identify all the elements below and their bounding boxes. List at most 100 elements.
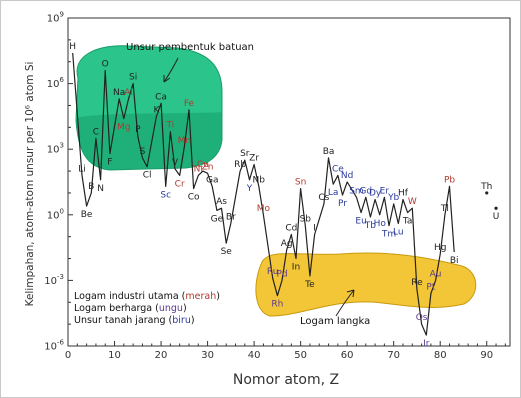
label-ho: Ho (374, 219, 387, 229)
label-bi: Bi (450, 256, 459, 266)
label-gd: Gd (359, 186, 372, 196)
label-ga: Ga (206, 175, 219, 185)
rock-forming-arrow (163, 57, 179, 83)
label-br: Br (226, 213, 236, 223)
x-tick-label: 90 (480, 350, 493, 361)
label-s: S (140, 147, 146, 157)
label-na: Na (113, 88, 125, 98)
label-k: K (153, 105, 160, 115)
y-tick-label: 100 (47, 207, 64, 221)
label-os: Os (416, 313, 428, 323)
label-y: Y (246, 184, 253, 194)
label-lu: Lu (393, 228, 404, 238)
label-tm: Tm (381, 230, 396, 240)
label-mg: Mg (117, 123, 130, 133)
label-o: O (102, 59, 109, 69)
label-zr: Zr (249, 154, 259, 164)
rare-metals-annotation: Logam langka (300, 316, 370, 327)
label-ta: Ta (402, 217, 413, 227)
legend-item: Logam berharga (ungu) (74, 303, 187, 314)
label-sc: Sc (160, 190, 171, 200)
label-la: La (328, 188, 339, 198)
label-be: Be (81, 210, 93, 220)
x-tick-label: 10 (108, 350, 121, 361)
label-cu: Cu (197, 160, 209, 170)
label-co: Co (188, 193, 200, 203)
label-yb: Yb (387, 193, 399, 203)
label-ag: Ag (281, 239, 293, 249)
label-ca: Ca (155, 92, 167, 102)
abundance-series (72, 52, 498, 336)
rare-metals-arrow (335, 289, 355, 317)
label-n: N (97, 184, 104, 194)
label-rh: Rh (271, 300, 283, 310)
label-in: In (292, 263, 300, 273)
point-u (494, 206, 498, 210)
x-tick-label: 40 (248, 350, 261, 361)
x-tick-label: 30 (201, 350, 214, 361)
y-tick-label: 10-6 (44, 339, 64, 353)
label-th: Th (480, 182, 492, 192)
label-pd: Pd (276, 269, 287, 279)
axes: 0 10 20 30 40 50 60 70 80 90 109 106 103 100 10-3 10-6 (44, 11, 511, 361)
label-er: Er (380, 186, 390, 196)
y-tick-label: 109 (47, 11, 64, 25)
legend: Logam industri utama (merah)Logam berhar… (74, 291, 220, 326)
y-tick-label: 106 (47, 76, 65, 90)
label-hf: Hf (398, 188, 409, 198)
rock-forming-annotation: Unsur pembentuk batuan (126, 42, 254, 53)
label-rb: Rb (234, 160, 246, 170)
label-tb: Tb (364, 221, 376, 231)
x-tick-label: 80 (434, 350, 447, 361)
legend-item: Logam industri utama (merah) (74, 291, 220, 302)
label-h: H (69, 42, 76, 52)
label-i: I (313, 223, 316, 233)
rock-forming-region-shade (76, 112, 222, 170)
label-pb: Pb (444, 175, 455, 185)
label-ni: Ni (194, 164, 203, 174)
label-ge: Ge (211, 214, 224, 224)
label-cl: Cl (143, 171, 152, 181)
label-cd: Cd (285, 223, 297, 233)
label-ir: Ir (423, 339, 430, 349)
x-tick-label: 60 (341, 350, 354, 361)
label-sr: Sr (240, 149, 250, 159)
label-pr: Pr (338, 199, 347, 209)
rare-metals-region (255, 252, 477, 317)
x-tick-label: 20 (155, 350, 168, 361)
label-si: Si (129, 73, 137, 83)
label-dy: Dy (369, 188, 382, 198)
x-tick-label: 50 (294, 350, 307, 361)
y-tick-label: 10-3 (44, 273, 64, 287)
label-sn: Sn (295, 178, 306, 188)
label-v: V (172, 158, 179, 168)
label-fe: Fe (184, 99, 195, 109)
rock-forming-arrowhead (163, 75, 171, 83)
element-labels: H Li Be B C N O F Na Mg Al Si P S Cl K Ca Sc Ti V Cr Mn Fe Co Ni… (69, 42, 499, 349)
label-te: Te (304, 280, 315, 290)
label-re: Re (411, 278, 423, 288)
legend-item: Unsur tanah jarang (biru) (74, 315, 195, 326)
label-ce: Ce (332, 164, 344, 174)
x-axis-label: Nomor atom, Z (233, 372, 339, 388)
label-zn: Zn (202, 162, 214, 172)
label-li: Li (78, 164, 86, 174)
y-axis-label: Kelimpahan, atom-atom unsur per 10⁶ atom… (24, 62, 36, 307)
label-ba: Ba (323, 147, 335, 157)
label-as: As (216, 197, 227, 207)
label-hg: Hg (434, 243, 446, 253)
label-mo: Mo (257, 204, 271, 214)
point-th (485, 191, 489, 195)
label-f: F (107, 158, 112, 168)
label-cs: Cs (318, 193, 329, 203)
label-sb: Sb (300, 215, 312, 225)
label-au: Au (430, 269, 442, 279)
label-ti: Ti (165, 121, 174, 131)
label-cr: Cr (175, 179, 185, 189)
label-al: Al (124, 88, 133, 98)
label-p: P (135, 125, 141, 135)
abundance-line (72, 52, 455, 336)
label-pt: Pt (426, 283, 435, 293)
label-nd: Nd (341, 171, 353, 181)
